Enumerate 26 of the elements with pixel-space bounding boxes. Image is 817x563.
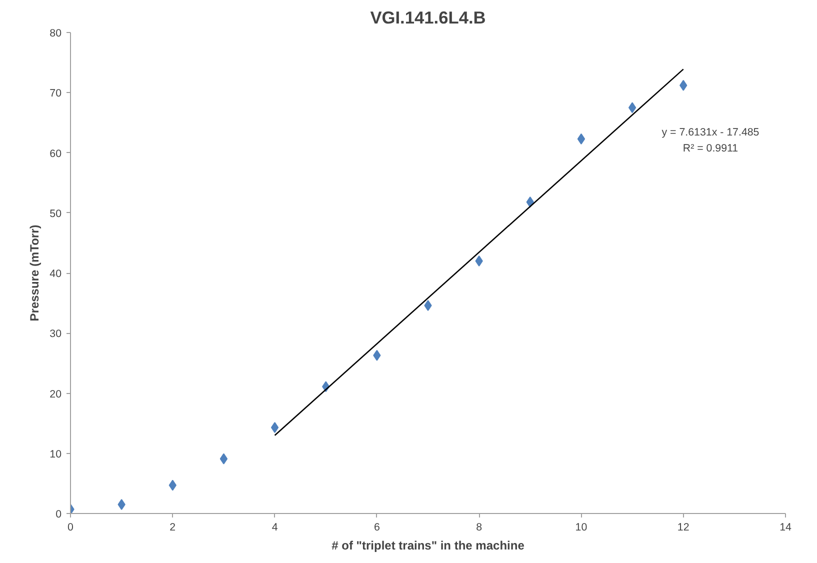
y-tick-label: 40 <box>50 268 62 280</box>
x-tick-label: 12 <box>677 522 690 534</box>
y-tick-label: 20 <box>50 388 62 400</box>
chart-title: VGI.141.6L4.B <box>370 8 486 28</box>
x-tick-label: 8 <box>476 522 482 534</box>
x-tick-label: 2 <box>170 522 176 534</box>
annotation: R² = 0.9911 <box>682 142 738 154</box>
x-axis-title: # of "triplet trains" in the machine <box>332 538 525 552</box>
y-axis-title: Pressure (mTorr) <box>28 224 42 322</box>
y-tick-label: 0 <box>56 508 62 520</box>
y-tick-label: 30 <box>50 328 62 340</box>
point <box>270 422 279 434</box>
x-tick-label: 10 <box>575 522 588 534</box>
x-tick-label: 6 <box>374 522 380 534</box>
point <box>577 133 586 144</box>
x-tick-label: 0 <box>68 522 74 534</box>
y-tick-label: 80 <box>50 28 62 40</box>
y-tick-label: 10 <box>50 448 62 460</box>
point <box>220 453 228 464</box>
x-tick-label: 14 <box>780 522 792 534</box>
y-tick-label: 50 <box>50 208 62 220</box>
point <box>628 102 636 114</box>
y-tick-label: 70 <box>50 88 62 100</box>
annotation: y = 7.6131x - 17.485 <box>662 126 760 138</box>
y-tick-label: 60 <box>50 148 62 160</box>
x-tick-label: 4 <box>272 522 278 534</box>
